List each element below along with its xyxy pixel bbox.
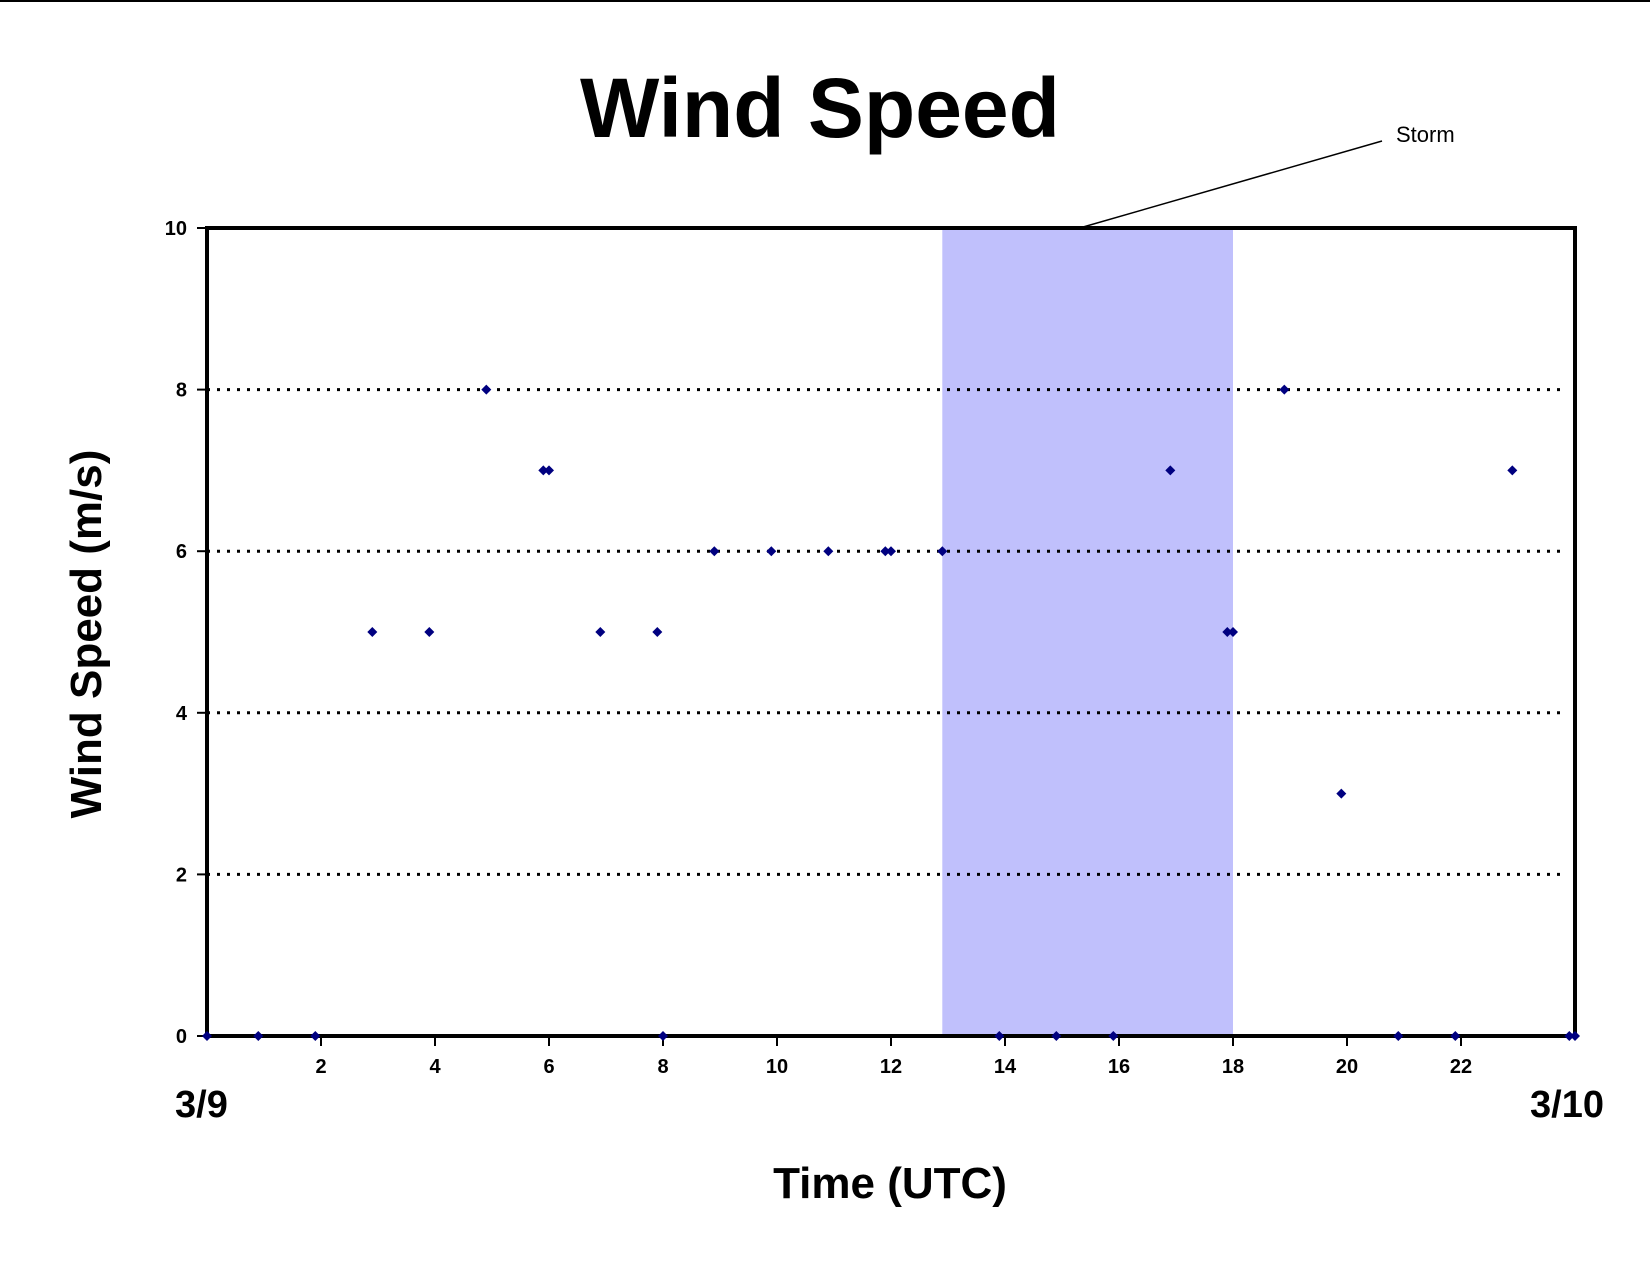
data-point-29 <box>1570 1031 1580 1041</box>
plot-area: 2 4 6 8 10 12 14 16 18 20 22 0 2 4 6 8 10 Storm <box>165 122 1580 1078</box>
data-point-26 <box>1450 1031 1461 1041</box>
data-point-27 <box>1507 465 1518 476</box>
y-tick-label-6: 6 <box>176 541 187 563</box>
x-tick-label-2: 2 <box>315 1056 326 1078</box>
x-tick-label-18: 18 <box>1222 1056 1244 1078</box>
data-point-14 <box>880 546 891 557</box>
chart-title: Wind Speed <box>580 61 1060 155</box>
data-point-11 <box>709 546 720 557</box>
y-axis-title: Wind Speed (m/s) <box>62 450 111 819</box>
data-point-0 <box>202 1031 212 1041</box>
end-date-label: 3/10 <box>1530 1084 1604 1126</box>
x-tick-label-4: 4 <box>429 1056 441 1078</box>
data-point-28 <box>1564 1031 1575 1041</box>
x-tick-label-8: 8 <box>657 1056 668 1078</box>
data-point-5 <box>481 384 492 395</box>
data-point-19 <box>1108 1031 1119 1041</box>
data-point-9 <box>652 627 663 637</box>
data-point-20 <box>1165 465 1176 476</box>
data-point-24 <box>1336 788 1347 799</box>
y-tick-label-8: 8 <box>176 380 187 402</box>
data-point-23 <box>1279 384 1290 395</box>
data-point-8 <box>595 627 606 637</box>
x-tick-label-16: 16 <box>1108 1056 1130 1078</box>
data-point-22 <box>1228 627 1238 637</box>
data-point-6 <box>538 465 549 476</box>
data-point-3 <box>367 627 378 637</box>
x-tick-label-20: 20 <box>1336 1056 1358 1078</box>
storm-shaded-region <box>942 228 1233 1036</box>
x-tick-label-6: 6 <box>543 1056 554 1078</box>
data-point-2 <box>310 1031 321 1041</box>
data-point-25 <box>1393 1031 1404 1041</box>
data-point-1 <box>253 1031 264 1041</box>
x-tick-label-22: 22 <box>1450 1056 1472 1078</box>
data-point-18 <box>1051 1031 1062 1041</box>
data-point-15 <box>886 546 896 557</box>
x-tick-label-14: 14 <box>994 1056 1017 1078</box>
y-tick-label-10: 10 <box>165 218 187 240</box>
x-tick-label-12: 12 <box>880 1056 902 1078</box>
start-date-label: 3/9 <box>175 1084 228 1126</box>
data-point-17 <box>994 1031 1005 1041</box>
y-tick-label-4: 4 <box>176 703 188 725</box>
storm-annotation-line <box>1079 140 1383 229</box>
data-point-13 <box>823 546 834 557</box>
data-point-16 <box>937 546 948 557</box>
y-tick-label-0: 0 <box>176 1026 187 1048</box>
storm-annotation-label: Storm <box>1396 122 1455 147</box>
data-point-7 <box>544 465 554 476</box>
data-point-21 <box>1222 627 1233 637</box>
data-point-12 <box>766 546 777 557</box>
x-tick-label-10: 10 <box>766 1056 788 1078</box>
y-tick-label-2: 2 <box>176 864 187 886</box>
plot-frame <box>205 226 1577 1038</box>
data-point-10 <box>658 1031 668 1041</box>
x-axis-title: Time (UTC) <box>773 1159 1007 1208</box>
data-point-4 <box>424 627 435 637</box>
